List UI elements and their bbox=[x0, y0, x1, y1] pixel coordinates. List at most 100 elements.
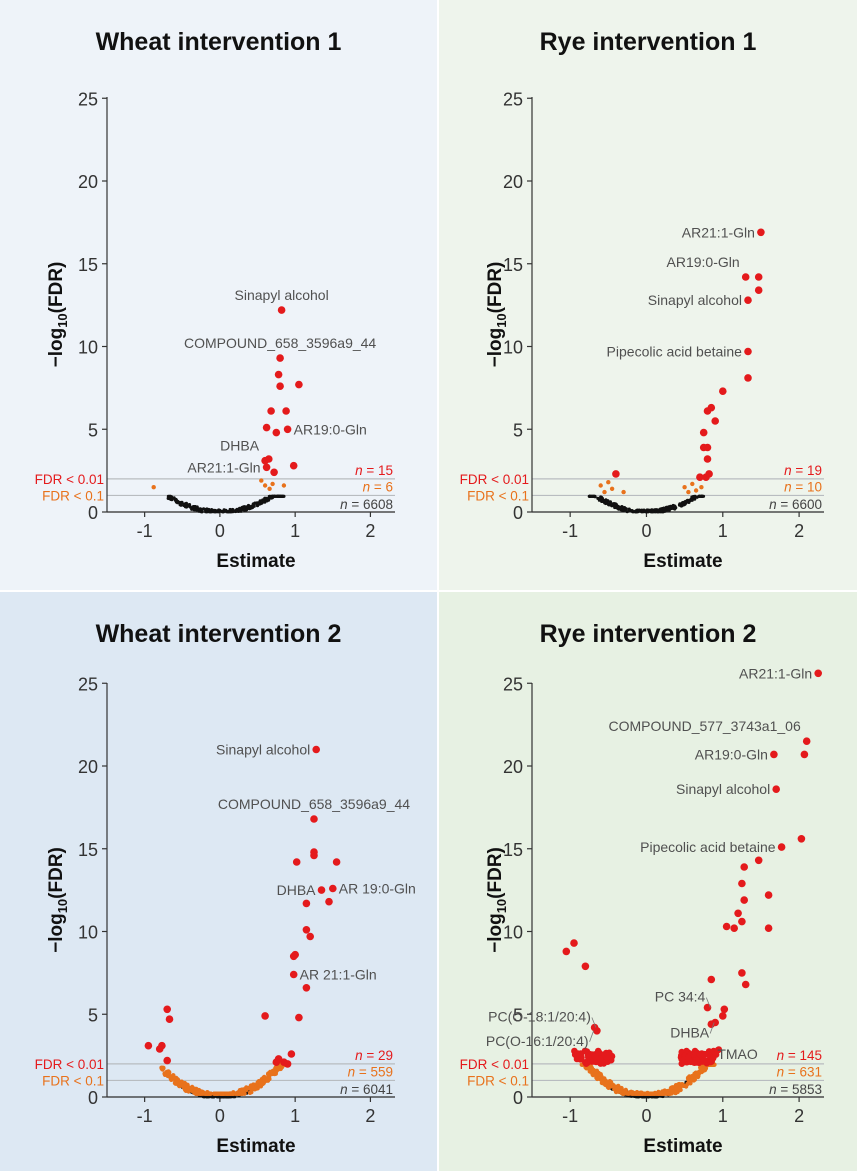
panel-title: Rye intervention 2 bbox=[540, 620, 757, 648]
data-point bbox=[764, 891, 773, 899]
data-point bbox=[262, 1074, 267, 1080]
data-point bbox=[598, 483, 603, 488]
x-axis-label: Estimate bbox=[643, 1136, 722, 1157]
data-point bbox=[605, 1080, 611, 1085]
data-point bbox=[190, 507, 194, 511]
data-point bbox=[584, 1059, 591, 1066]
count-label: n = 29 bbox=[355, 1048, 393, 1063]
threshold-label: FDR < 0.01 bbox=[460, 1057, 529, 1072]
data-point bbox=[764, 924, 773, 932]
data-point bbox=[273, 494, 277, 498]
data-point bbox=[192, 508, 196, 512]
data-point bbox=[715, 1046, 723, 1053]
data-point bbox=[274, 370, 283, 379]
x-tick-label: 1 bbox=[290, 1106, 300, 1126]
y-tick-label: 0 bbox=[513, 503, 523, 523]
data-point bbox=[306, 932, 315, 941]
count-label: n = 559 bbox=[348, 1064, 393, 1079]
data-point bbox=[650, 1095, 654, 1099]
count-label: n = 6041 bbox=[340, 1082, 393, 1097]
data-point bbox=[581, 1047, 589, 1055]
data-point bbox=[627, 507, 631, 511]
annotation-label: DHBA bbox=[670, 1025, 710, 1041]
annotations: Sinapyl alcohol COMPOUND_658_3596a9_44 DHB… bbox=[216, 741, 416, 982]
data-point bbox=[295, 380, 303, 389]
data-point bbox=[691, 1048, 699, 1056]
annotation-label: COMPOUND_658_3596a9_44 bbox=[218, 796, 410, 812]
data-point bbox=[694, 1071, 700, 1076]
data-point bbox=[176, 501, 180, 505]
y-tick-label: 15 bbox=[503, 255, 523, 275]
axes: 0 5 10 15 20 25 -1 0 1 2 Estimate −log10(FDR) bbox=[485, 674, 824, 1157]
panel-title: Rye intervention 1 bbox=[540, 28, 757, 56]
data-point bbox=[272, 428, 281, 437]
data-point bbox=[654, 1095, 658, 1099]
data-point bbox=[684, 501, 688, 505]
x-tick-label: -1 bbox=[137, 1106, 153, 1126]
data-point bbox=[711, 1018, 719, 1027]
data-point bbox=[240, 1091, 245, 1096]
annotation-label: COMPOUND_658_3596a9_44 bbox=[184, 335, 376, 351]
data-point bbox=[581, 962, 590, 971]
data-point bbox=[630, 1091, 635, 1096]
data-point bbox=[570, 939, 578, 947]
data-point bbox=[193, 1088, 198, 1093]
data-point bbox=[703, 443, 712, 452]
data-point bbox=[264, 496, 268, 500]
x-tick-label: 0 bbox=[215, 1106, 225, 1126]
x-tick-label: 1 bbox=[718, 521, 728, 541]
data-point bbox=[623, 507, 628, 511]
data-point bbox=[276, 494, 280, 498]
panel-title: Wheat intervention 2 bbox=[96, 620, 342, 648]
data-point bbox=[606, 480, 611, 485]
data-point bbox=[591, 1067, 596, 1073]
data-point bbox=[741, 980, 750, 989]
y-tick-label: 15 bbox=[78, 840, 98, 860]
data-point bbox=[610, 502, 614, 506]
data-point bbox=[754, 286, 763, 295]
y-tick-label: 25 bbox=[78, 89, 98, 109]
data-point bbox=[162, 1071, 167, 1076]
data-point bbox=[151, 485, 156, 490]
data-point bbox=[245, 1086, 250, 1091]
data-point bbox=[699, 485, 704, 490]
data-point bbox=[332, 858, 341, 866]
data-point bbox=[242, 507, 246, 512]
data-point bbox=[699, 428, 708, 437]
data-point bbox=[650, 1091, 655, 1096]
data-point bbox=[800, 750, 809, 759]
data-point bbox=[186, 1089, 191, 1094]
y-tick-label: 25 bbox=[78, 674, 98, 694]
data-point bbox=[163, 1056, 171, 1065]
annotation-label: AR21:1-Gln bbox=[682, 224, 755, 240]
data-point bbox=[227, 510, 231, 514]
data-point bbox=[239, 1087, 244, 1092]
data-point bbox=[211, 1091, 217, 1096]
threshold-label: FDR < 0.1 bbox=[467, 1073, 529, 1088]
data-point bbox=[612, 503, 616, 507]
data-point bbox=[276, 382, 284, 391]
data-point bbox=[278, 494, 282, 498]
data-point bbox=[744, 347, 752, 356]
data-point bbox=[686, 489, 691, 495]
data-points bbox=[562, 669, 822, 1099]
data-point bbox=[289, 952, 298, 961]
data-point bbox=[770, 750, 778, 759]
data-point bbox=[283, 425, 292, 434]
data-point bbox=[698, 494, 702, 498]
data-point bbox=[238, 506, 242, 510]
data-point bbox=[682, 485, 687, 490]
data-point bbox=[312, 745, 321, 754]
data-point bbox=[220, 1091, 226, 1096]
data-point bbox=[158, 1041, 166, 1050]
data-points bbox=[587, 228, 765, 514]
x-tick-label: 2 bbox=[365, 1106, 375, 1126]
data-point bbox=[302, 984, 311, 992]
data-point bbox=[212, 508, 216, 512]
data-point bbox=[668, 1085, 674, 1091]
data-point bbox=[165, 1015, 174, 1023]
data-point bbox=[754, 856, 763, 865]
data-point bbox=[802, 737, 811, 745]
y-tick-label: 20 bbox=[78, 172, 98, 192]
data-point bbox=[695, 1074, 701, 1080]
